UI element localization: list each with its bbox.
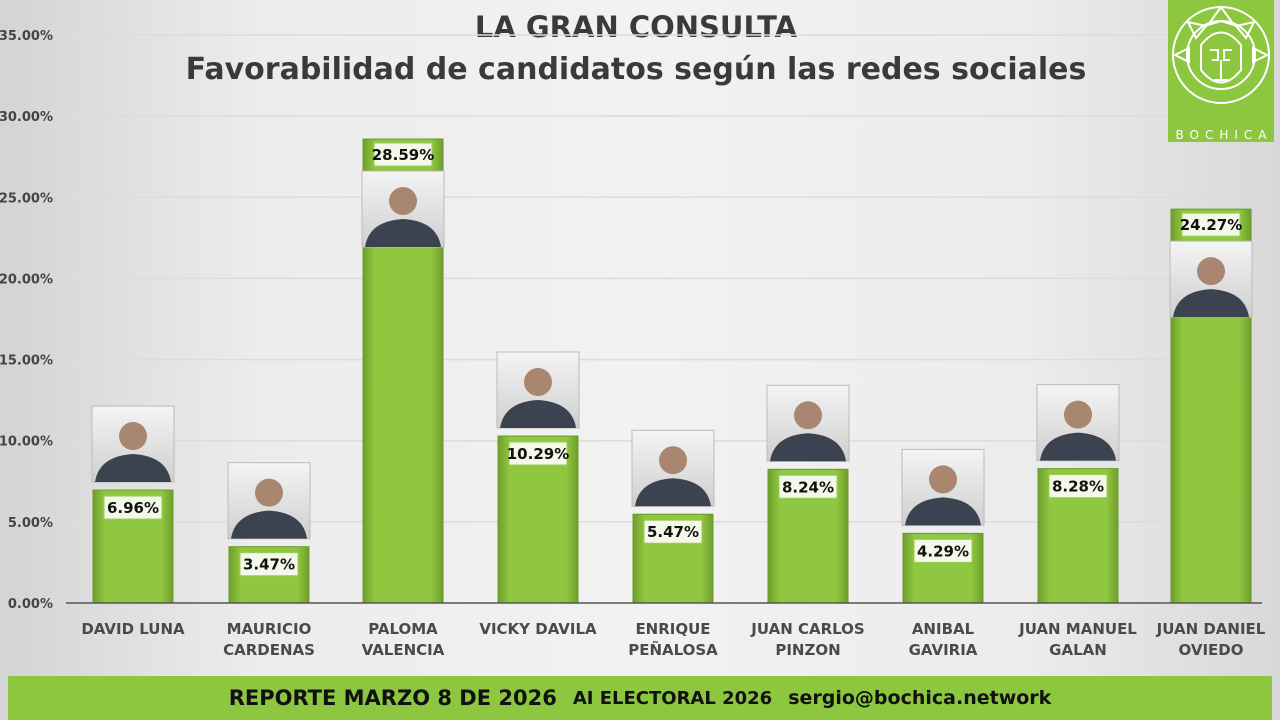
head (119, 422, 147, 451)
data-label-box (103, 495, 163, 520)
shoulders (905, 497, 981, 526)
shoulders (365, 219, 441, 248)
chart-subtitle: Favorabilidad de candidatos según las re… (185, 52, 1087, 87)
y-tick-label: 0.00% (8, 597, 53, 612)
bochica-emblem-icon (1172, 5, 1270, 104)
shoulders (770, 433, 846, 462)
x-tick-label: VICKY DAVILA (479, 620, 597, 638)
x-tick-label: JUAN DANIEL (1156, 620, 1266, 638)
data-label-box (913, 538, 973, 563)
data-label-box (778, 474, 838, 499)
candidate-photo (1169, 240, 1253, 318)
report-date: REPORTE MARZO 8 DE 2026 (228, 686, 557, 710)
x-tick-label: GAVIRIA (909, 641, 978, 659)
data-label: 10.29% (507, 445, 569, 463)
shoulders (500, 400, 576, 429)
data-label: 8.24% (782, 478, 834, 496)
shoulders (1173, 289, 1249, 318)
data-label-box (1048, 474, 1108, 499)
x-tick-label: CARDENAS (223, 641, 315, 659)
chart-title: LA GRAN CONSULTA (474, 10, 798, 44)
y-tick-label: 15.00% (0, 354, 53, 369)
candidate-photo (227, 462, 311, 540)
bar-group: 8.28% (1036, 384, 1120, 604)
y-tick-label: 20.00% (0, 272, 53, 287)
data-label: 28.59% (372, 146, 434, 164)
head (929, 465, 957, 494)
y-tick-label: 10.00% (0, 435, 53, 450)
x-tick-label: PEÑALOSA (628, 640, 718, 659)
data-label-box (239, 552, 299, 577)
bar-group: 5.47% (631, 429, 715, 604)
shoulders (95, 454, 171, 483)
candidate-photo (361, 170, 445, 248)
contact-email: sergio@bochica.network (788, 687, 1052, 709)
bar-group: 24.27% (1169, 208, 1253, 604)
y-tick-label: 35.00% (0, 29, 53, 44)
x-tick-label: ENRIQUE (635, 620, 710, 638)
data-label: 6.96% (107, 499, 159, 517)
head (794, 401, 822, 430)
head (255, 478, 283, 507)
bochica-logo: BOCHICA (1168, 0, 1274, 142)
head (389, 187, 417, 216)
x-tick-label: ANIBAL (912, 620, 975, 638)
x-tick-label: VALENCIA (362, 641, 445, 659)
bar-group: 8.24% (766, 384, 850, 604)
head (1197, 257, 1225, 286)
data-label-box (1181, 212, 1241, 237)
x-tick-label: JUAN MANUEL (1018, 620, 1137, 638)
x-tick-label: PALOMA (368, 620, 438, 638)
candidate-photo (766, 384, 850, 462)
y-tick-label: 25.00% (0, 191, 53, 206)
y-tick-label: 5.00% (8, 516, 53, 531)
x-tick-label: MAURICIO (227, 620, 312, 638)
bar-group: 28.59% (361, 138, 445, 604)
data-label: 5.47% (647, 523, 699, 541)
bar-group: 10.29% (496, 351, 580, 604)
shoulders (231, 510, 307, 539)
x-tick-label: OVIEDO (1179, 641, 1244, 659)
x-tick-label: JUAN CARLOS (750, 620, 864, 638)
bar-group: 4.29% (901, 448, 985, 604)
data-label-box (508, 441, 568, 466)
x-tick-label: GALAN (1049, 641, 1107, 659)
shoulders (1040, 432, 1116, 461)
logo-text: BOCHICA (1175, 128, 1273, 142)
x-tick-label: DAVID LUNA (81, 620, 185, 638)
bar-chart: 0.00% 5.00% 10.00% 15.00% 20.00% 25.00% 30.00%… (0, 29, 1266, 659)
head (659, 446, 687, 475)
candidate-photo (1036, 384, 1120, 462)
data-label: 24.27% (1180, 216, 1242, 234)
bar-group: 6.96% (91, 405, 175, 604)
candidate-photo (631, 429, 715, 507)
candidate-photo (91, 405, 175, 483)
shoulders (635, 478, 711, 507)
data-label: 3.47% (243, 556, 295, 574)
data-label: 8.28% (1052, 478, 1104, 496)
head (1064, 400, 1092, 429)
candidate-photo (496, 351, 580, 429)
bar-group: 3.47% (227, 462, 311, 604)
data-label-box (643, 519, 703, 544)
y-tick-label: 30.00% (0, 110, 53, 125)
data-label-box (373, 142, 433, 167)
candidate-photo (901, 448, 985, 526)
head (524, 368, 552, 397)
report-tag: AI ELECTORAL 2026 (572, 687, 773, 709)
footer-banner: REPORTE MARZO 8 DE 2026 AI ELECTORAL 202… (8, 676, 1272, 720)
data-label: 4.29% (917, 542, 969, 560)
x-tick-label: PINZON (775, 641, 840, 659)
